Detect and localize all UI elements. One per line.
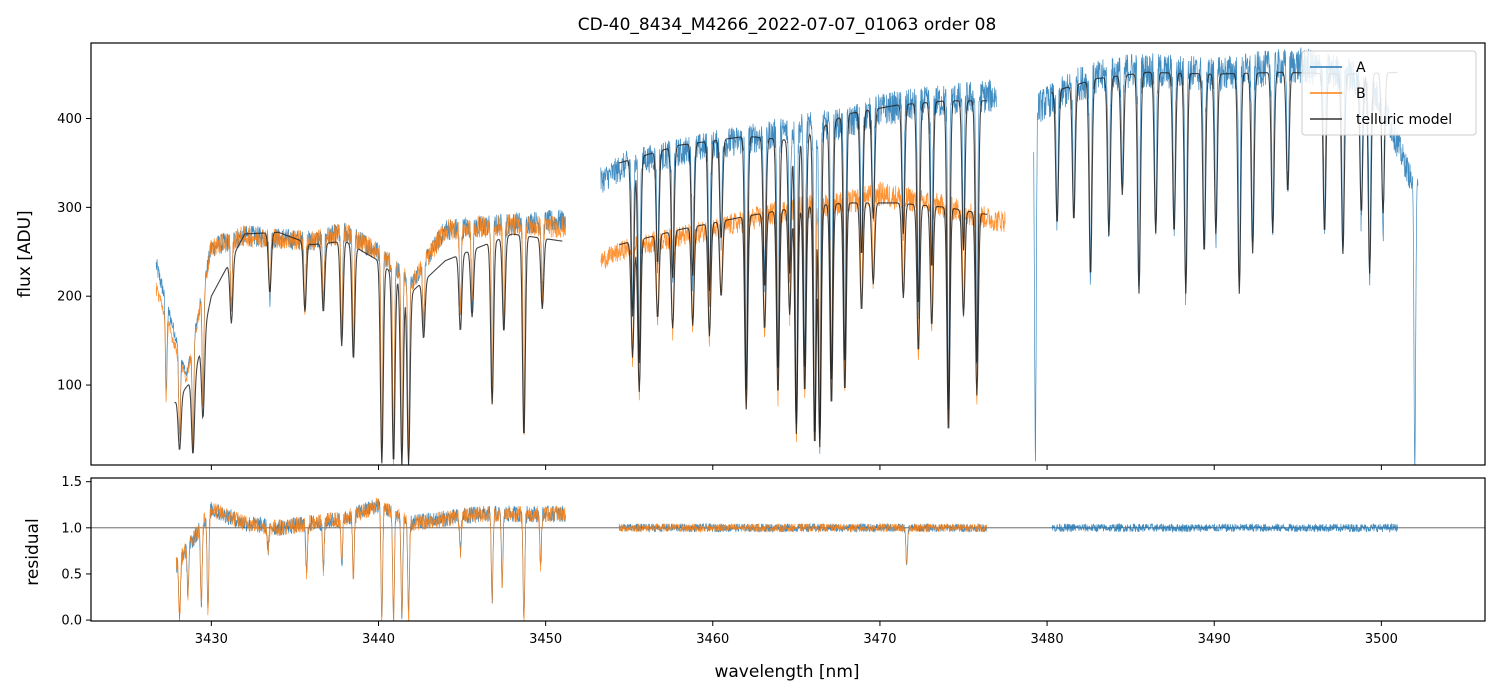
- flux-y-tick-label-3: 400: [57, 112, 82, 127]
- residual-series-b-segment-0: [175, 497, 566, 621]
- residual-series-a-segment-2: [1051, 522, 1399, 533]
- residual-y-tick-label-2: 1.0: [61, 521, 82, 536]
- residual-x-tick-label-1: 3440: [362, 632, 395, 647]
- residual-plot-frame: [90, 477, 1486, 622]
- residual-x-tick-label-4: 3470: [863, 632, 896, 647]
- residual-x-tick-label-7: 3500: [1365, 632, 1398, 647]
- legend: A B telluric model: [1301, 50, 1477, 136]
- flux-series-telluric-model-segment-1: [619, 100, 987, 440]
- flux-y-ticks: 100 200 300 400: [57, 112, 91, 394]
- residual-x-tick-label-6: 3490: [1198, 632, 1231, 647]
- flux-plot-frame: [90, 42, 1486, 466]
- residual-y-tick-label-3: 1.5: [61, 475, 82, 490]
- legend-box: [1301, 50, 1477, 136]
- residual-x-tick-label-3: 3460: [696, 632, 729, 647]
- x-axis-label: wavelength [nm]: [714, 662, 859, 682]
- legend-label-b: B: [1356, 86, 1366, 102]
- residual-x-tick-label-2: 3450: [529, 632, 562, 647]
- chart-title: CD-40_8434_M4266_2022-07-07_01063 order …: [578, 15, 997, 35]
- residual-x-ticks: 3430 3440 3450 3460 3470 3480 3490 3500: [195, 621, 1398, 647]
- flux-series-a-segment-1: [600, 79, 998, 454]
- flux-series-b-segment-0: [155, 214, 567, 465]
- residual-panel: 0.0 0.5 1.0 1.5 3430 3440 3450 3460 3470 3480 349…: [23, 475, 1486, 682]
- residual-series-b-segment-1: [618, 522, 988, 565]
- residual-y-tick-label-0: 0.0: [61, 614, 82, 629]
- flux-series-telluric-model-segment-0: [174, 231, 563, 465]
- flux-y-tick-label-1: 200: [57, 290, 82, 305]
- residual-plot-area: [91, 478, 1485, 621]
- flux-y-tick-label-0: 100: [57, 379, 82, 394]
- residual-y-axis-label: residual: [23, 518, 43, 585]
- flux-series-telluric-model-segment-2: [619, 202, 987, 448]
- residual-series-group: [91, 497, 1485, 621]
- flux-y-axis-label: flux [ADU]: [15, 210, 35, 297]
- flux-panel: 100 200 300 400 flux [ADU] A B telluric mod…: [15, 42, 1486, 470]
- residual-x-tick-label-0: 3430: [195, 632, 228, 647]
- residual-x-tick-label-5: 3480: [1031, 632, 1064, 647]
- residual-y-ticks: 0.0 0.5 1.0 1.5: [61, 475, 91, 629]
- residual-y-tick-label-1: 0.5: [61, 567, 82, 582]
- legend-label-a: A: [1356, 60, 1366, 76]
- flux-x-ticks: [210, 465, 1382, 470]
- flux-y-tick-label-2: 300: [57, 201, 82, 216]
- legend-label-telluric: telluric model: [1356, 112, 1452, 128]
